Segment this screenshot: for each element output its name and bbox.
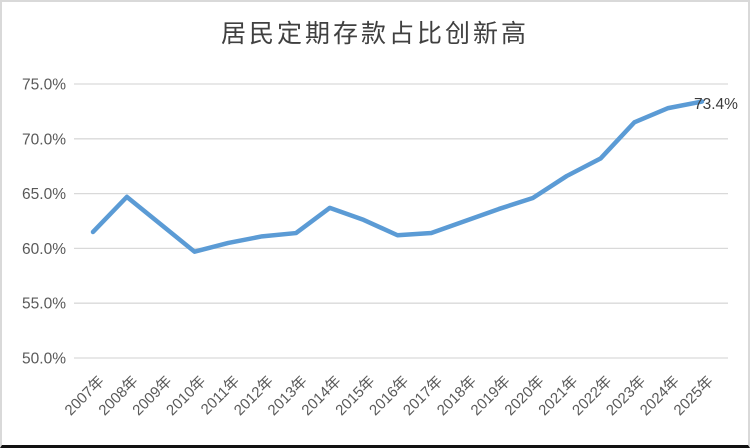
point-data-label: 73.4% (694, 96, 738, 113)
y-axis-tick-label: 60.0% (22, 241, 66, 258)
y-axis-tick-label: 65.0% (22, 186, 66, 203)
series-line (90, 99, 705, 254)
chart-title: 居民定期存款占比创新高 (220, 20, 529, 48)
y-axis-tick-label: 70.0% (22, 131, 66, 148)
y-axis-tick-label: 55.0% (22, 296, 66, 313)
y-axis-tick-label: 50.0% (22, 351, 66, 368)
y-axis-tick-label: 75.0% (22, 77, 66, 94)
